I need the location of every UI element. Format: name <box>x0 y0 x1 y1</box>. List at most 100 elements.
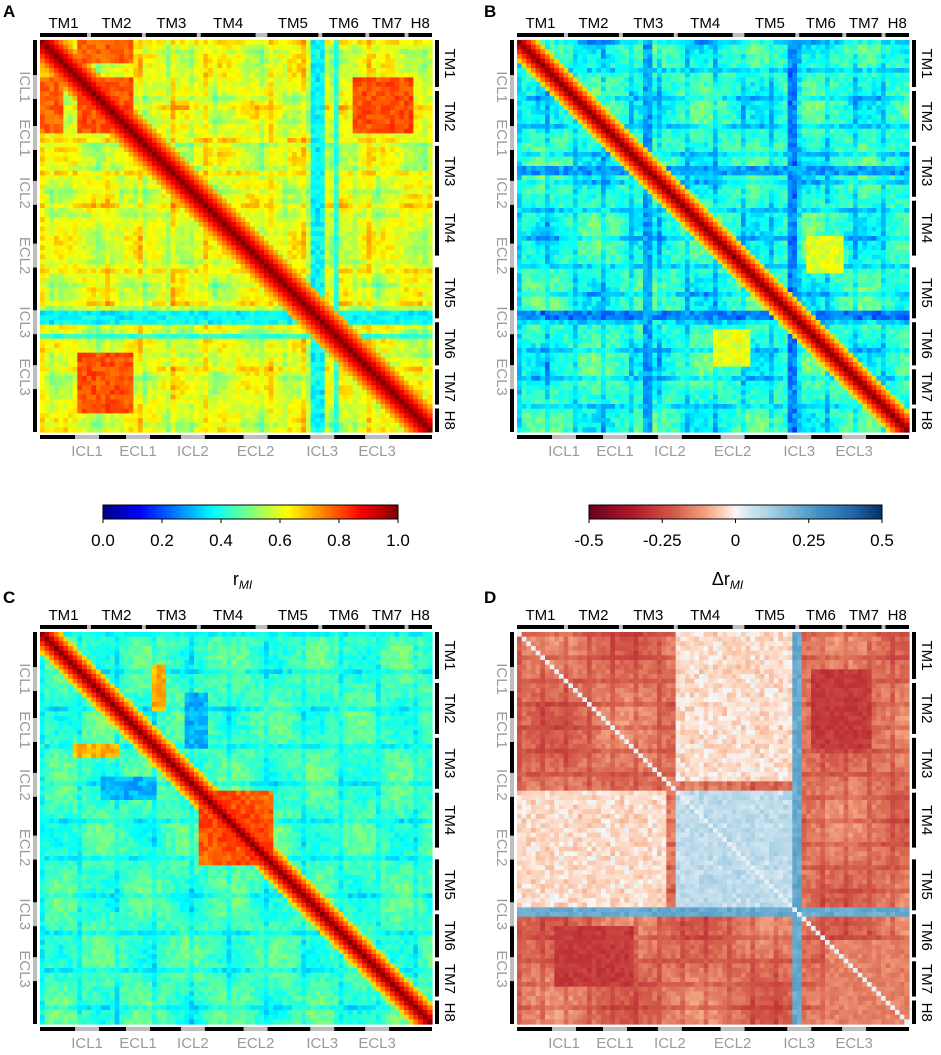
heatmap-cell <box>82 82 87 87</box>
heatmap-cell <box>45 115 50 120</box>
heatmap-cell <box>82 231 87 236</box>
heatmap-cell <box>73 371 78 376</box>
heatmap-cell <box>133 353 138 358</box>
heatmap-cell <box>91 283 96 288</box>
heatmap-cell <box>110 124 115 129</box>
heatmap-cell <box>138 175 143 180</box>
heatmap-cell <box>133 115 138 120</box>
heatmap-cell <box>54 259 59 264</box>
heatmap-cell <box>68 353 73 358</box>
heatmap-cell <box>54 82 59 87</box>
heatmap-cell <box>63 273 68 278</box>
heatmap-cell <box>73 245 78 250</box>
heatmap-cell <box>54 362 59 367</box>
heatmap-cell <box>110 203 115 208</box>
heatmap-cell <box>91 49 96 54</box>
heatmap-cell <box>110 418 115 423</box>
heatmap-cell <box>45 143 50 148</box>
heatmap-cell <box>129 353 134 358</box>
heatmap-cell <box>110 63 115 68</box>
heatmap-cell <box>110 143 115 148</box>
heatmap-cell <box>129 45 134 50</box>
heatmap-cell <box>87 87 92 92</box>
heatmap-cell <box>49 189 54 194</box>
heatmap-cell <box>129 385 134 390</box>
heatmap-cell <box>45 138 50 143</box>
heatmap-cell <box>54 133 59 138</box>
heatmap-cell <box>110 91 115 96</box>
heatmap-cell <box>73 236 78 241</box>
heatmap-cell <box>91 82 96 87</box>
heatmap-cell <box>87 166 92 171</box>
heatmap-cell <box>101 222 106 227</box>
heatmap-cell <box>119 404 124 409</box>
heatmap-cell <box>129 227 134 232</box>
heatmap-cell <box>96 343 101 348</box>
heatmap-cell <box>73 189 78 194</box>
heatmap-cell <box>124 287 129 292</box>
heatmap-cell <box>77 264 82 269</box>
heatmap-cell <box>68 409 73 414</box>
heatmap-cell <box>77 73 82 78</box>
heatmap-cell <box>77 357 82 362</box>
heatmap-cell <box>105 129 110 134</box>
heatmap-cell <box>54 353 59 358</box>
heatmap-cell <box>82 180 87 185</box>
heatmap-cell <box>124 250 129 255</box>
heatmap-cell <box>40 63 45 68</box>
heatmap-cell <box>129 343 134 348</box>
heatmap-cell <box>124 54 129 59</box>
heatmap-cell <box>110 222 115 227</box>
heatmap-cell <box>82 152 87 157</box>
heatmap-cell <box>59 87 64 92</box>
heatmap-cell <box>119 320 124 325</box>
heatmap-cell <box>115 367 120 372</box>
heatmap-cell <box>124 334 129 339</box>
heatmap-cell <box>124 413 129 418</box>
heatmap-cell <box>87 138 92 143</box>
heatmap-cell <box>73 82 78 87</box>
heatmap-cell <box>138 287 143 292</box>
heatmap-cell <box>124 362 129 367</box>
heatmap-cell <box>77 152 82 157</box>
heatmap-cell <box>115 222 120 227</box>
heatmap-cell <box>91 278 96 283</box>
heatmap-cell <box>45 339 50 344</box>
heatmap-cell <box>63 427 68 432</box>
heatmap-cell <box>101 241 106 246</box>
heatmap-cell <box>101 199 106 204</box>
heatmap-cell <box>101 311 106 316</box>
heatmap-cell <box>40 110 45 115</box>
heatmap-cell <box>129 194 134 199</box>
heatmap-cell <box>110 45 115 50</box>
heatmap-cell <box>119 315 124 320</box>
heatmap-cell <box>96 180 101 185</box>
heatmap-cell <box>115 82 120 87</box>
heatmap-cell <box>68 213 73 218</box>
heatmap-cell <box>87 343 92 348</box>
heatmap-cell <box>40 292 45 297</box>
heatmap-cell <box>115 329 120 334</box>
heatmap-cell <box>96 138 101 143</box>
heatmap-cell <box>63 77 68 82</box>
heatmap-cell <box>87 245 92 250</box>
heatmap-cell <box>119 82 124 87</box>
heatmap-cell <box>101 208 106 213</box>
heatmap-cell <box>119 343 124 348</box>
heatmap-cell <box>63 334 68 339</box>
heatmap-cell <box>54 199 59 204</box>
heatmap-cell <box>138 40 143 45</box>
heatmap-cell <box>105 404 110 409</box>
heatmap-cell <box>82 269 87 274</box>
heatmap-cell <box>59 147 64 152</box>
heatmap-cell <box>129 390 134 395</box>
heatmap-cell <box>54 222 59 227</box>
heatmap-cell <box>138 241 143 246</box>
heatmap-cell <box>77 82 82 87</box>
heatmap-cell <box>40 390 45 395</box>
heatmap-cell <box>82 147 87 152</box>
heatmap-cell <box>96 124 101 129</box>
heatmap-cell <box>110 194 115 199</box>
heatmap-cell <box>115 427 120 432</box>
heatmap-cell <box>119 423 124 428</box>
